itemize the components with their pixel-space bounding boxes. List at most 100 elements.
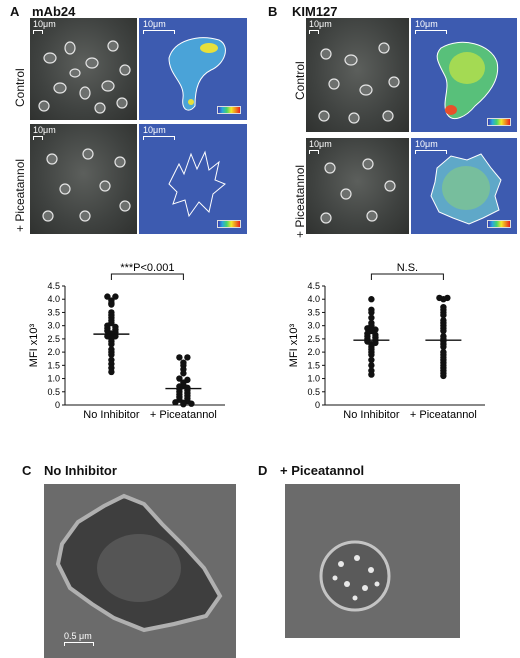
scale-bar bbox=[415, 30, 447, 34]
y-tick-label: 4.5 bbox=[307, 281, 320, 291]
data-point bbox=[368, 351, 375, 358]
scale-bar-label: 10μm bbox=[309, 139, 332, 149]
data-point bbox=[180, 370, 187, 377]
fluorescence-image-b-control: 10μm bbox=[411, 18, 517, 132]
x-category-label: + Piceatannol bbox=[150, 409, 217, 418]
data-point bbox=[176, 375, 183, 382]
scale-bar-label: 10μm bbox=[309, 19, 332, 29]
panel-d-title: + Piceatannol bbox=[280, 463, 365, 478]
color-scale-bar bbox=[487, 118, 511, 126]
scatter-chart-a: 0 0.5 1.0 1.5 2.0 2.5 3.0 3.5 4.0 4.5 MFI x10³ No I… bbox=[28, 262, 225, 418]
scale-bar-label: 10μm bbox=[33, 19, 56, 29]
panel-d-letter: D bbox=[258, 463, 268, 478]
cells-overlay bbox=[320, 158, 396, 224]
brightfield-image-a-treated: 10μm bbox=[30, 124, 137, 234]
data-point bbox=[440, 372, 447, 380]
scale-bar bbox=[309, 150, 319, 154]
y-tick-label: 0 bbox=[315, 400, 320, 410]
scale-bar bbox=[309, 30, 319, 34]
cells-overlay bbox=[38, 40, 131, 114]
y-axis-label: MFI x10³ bbox=[28, 323, 40, 367]
cell-outline bbox=[436, 41, 499, 119]
data-point bbox=[440, 343, 447, 351]
em-image-d bbox=[285, 484, 460, 638]
x-category-label: No Inhibitor bbox=[83, 409, 140, 418]
data-point bbox=[104, 293, 111, 300]
data-point bbox=[108, 351, 115, 358]
data-point bbox=[440, 296, 447, 303]
scale-bar bbox=[415, 150, 447, 154]
y-tick-label: 0.5 bbox=[47, 387, 60, 397]
cell-outline bbox=[430, 153, 502, 225]
y-tick-label: 1.5 bbox=[307, 360, 320, 370]
scale-bar bbox=[33, 30, 43, 34]
data-point bbox=[368, 356, 375, 364]
cell-em-shape bbox=[319, 540, 391, 612]
panel-a-letter: A bbox=[10, 4, 20, 19]
row-label-treated-a: + Piceatannol bbox=[13, 158, 27, 232]
panel-b-title: KIM127 bbox=[292, 4, 338, 19]
scale-bar bbox=[143, 136, 175, 140]
brightfield-image-b-treated: 10μm bbox=[306, 138, 409, 234]
scale-bar-label: 10μm bbox=[415, 19, 438, 29]
color-scale-bar bbox=[217, 106, 241, 114]
color-scale-bar bbox=[217, 220, 241, 228]
data-point bbox=[184, 354, 191, 361]
color-scale-bar bbox=[487, 220, 511, 228]
scatter-chart-b: 0 0.5 1.0 1.5 2.0 2.5 3.0 3.5 4.0 4.5 MFI x10³ No I… bbox=[288, 262, 485, 418]
scale-bar-label: 10μm bbox=[143, 125, 166, 135]
y-tick-label: 1.0 bbox=[47, 374, 60, 384]
cell-outline bbox=[168, 37, 226, 111]
cell-outline bbox=[168, 150, 226, 218]
x-category-label: + Piceatannol bbox=[410, 409, 477, 418]
cell-em-shape bbox=[55, 493, 223, 633]
panel-b-letter: B bbox=[268, 4, 278, 19]
significance-label: ***P<0.001 bbox=[120, 262, 174, 274]
data-point bbox=[440, 311, 447, 319]
panel-a-title: mAb24 bbox=[32, 4, 76, 19]
brightfield-image-b-control: 10μm bbox=[306, 18, 409, 132]
y-tick-label: 2.5 bbox=[307, 334, 320, 344]
scale-bar bbox=[143, 30, 175, 34]
y-tick-label: 3.0 bbox=[47, 321, 60, 331]
y-tick-label: 4.0 bbox=[47, 294, 60, 304]
data-point bbox=[180, 401, 187, 408]
data-point bbox=[440, 327, 447, 335]
brightfield-image-a-control: 10μm bbox=[30, 18, 137, 120]
significance-bracket bbox=[110, 273, 184, 280]
y-tick-label: 2.5 bbox=[47, 334, 60, 344]
panel-c-title: No Inhibitor bbox=[44, 463, 117, 478]
scale-bar-label: 10μm bbox=[143, 19, 166, 29]
scale-bar-label: 10μm bbox=[33, 125, 56, 135]
y-tick-label: 2.0 bbox=[47, 347, 60, 357]
em-scale-label: 0.5 μm bbox=[64, 631, 92, 641]
data-point bbox=[368, 296, 375, 303]
y-tick-label: 0 bbox=[55, 400, 60, 410]
y-tick-label: 3.5 bbox=[47, 307, 60, 317]
data-point bbox=[188, 400, 195, 407]
row-label-treated-b: + Piceatannol bbox=[293, 164, 307, 238]
fluorescence-image-b-treated: 10μm bbox=[411, 138, 517, 234]
y-tick-label: 3.5 bbox=[307, 307, 320, 317]
significance-bracket bbox=[370, 273, 444, 280]
data-point bbox=[172, 399, 179, 406]
data-point bbox=[368, 314, 375, 321]
data-point bbox=[368, 309, 375, 316]
y-tick-label: 4.5 bbox=[47, 281, 60, 291]
cells-overlay bbox=[318, 42, 400, 124]
y-tick-label: 3.0 bbox=[307, 321, 320, 331]
fluorescence-image-a-treated: 10μm bbox=[139, 124, 247, 234]
data-point bbox=[112, 293, 119, 300]
data-point bbox=[176, 354, 183, 361]
data-point bbox=[108, 301, 115, 308]
cells-overlay bbox=[42, 148, 131, 222]
y-tick-label: 2.0 bbox=[307, 347, 320, 357]
data-point bbox=[368, 362, 375, 369]
x-category-label: No Inhibitor bbox=[343, 409, 400, 418]
y-tick-label: 1.0 bbox=[307, 374, 320, 384]
scale-bar bbox=[33, 136, 43, 140]
y-tick-label: 4.0 bbox=[307, 294, 320, 304]
row-label-control-b: Control bbox=[293, 61, 307, 100]
y-axis-label: MFI x10³ bbox=[288, 323, 300, 367]
y-tick-label: 1.5 bbox=[47, 360, 60, 370]
